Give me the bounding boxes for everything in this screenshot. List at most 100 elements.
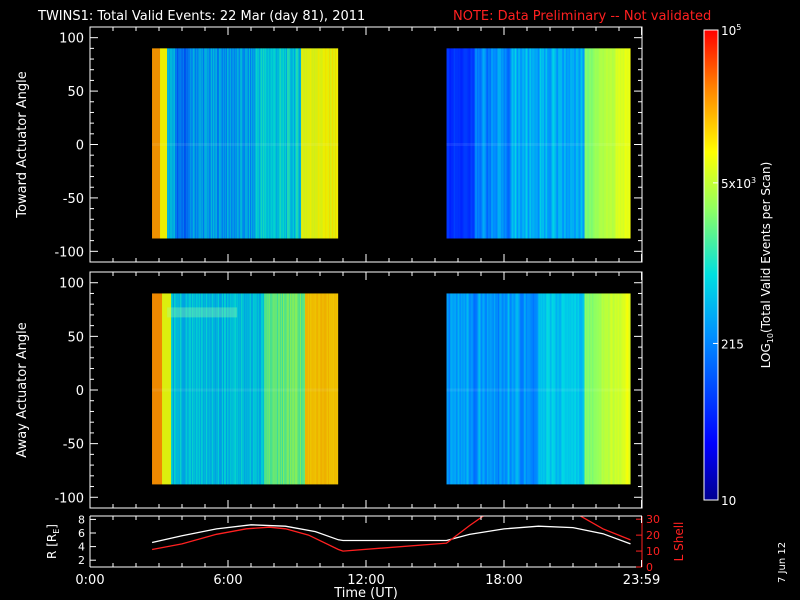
heatmap-column bbox=[487, 48, 489, 239]
heatmap-column bbox=[587, 48, 589, 239]
heatmap-column bbox=[263, 293, 265, 485]
heatmap-column bbox=[275, 48, 277, 239]
heatmap-column bbox=[205, 293, 207, 485]
heatmap-column bbox=[185, 293, 187, 485]
heatmap-column bbox=[181, 293, 183, 485]
heatmap-column bbox=[174, 293, 176, 485]
heatmap-column bbox=[337, 293, 339, 485]
zero-band bbox=[446, 143, 631, 146]
heatmap-column bbox=[336, 48, 338, 239]
heatmap-column bbox=[328, 48, 330, 239]
heatmap-column bbox=[573, 293, 575, 485]
heatmap-column bbox=[251, 293, 253, 485]
x-tick-label: 6:00 bbox=[213, 573, 242, 588]
toward-panel: 100 50 0 -50 -100 Toward Actuator Angle bbox=[15, 26, 643, 263]
heatmap-column bbox=[447, 293, 449, 485]
heatmap-column bbox=[195, 293, 197, 485]
heatmap-column bbox=[552, 48, 554, 239]
heatmap-column bbox=[176, 293, 178, 485]
heatmap-column bbox=[612, 293, 614, 485]
heatmap-column bbox=[457, 48, 459, 239]
heatmap-column bbox=[587, 293, 589, 485]
heatmap-column bbox=[544, 293, 546, 485]
heatmap-column bbox=[449, 293, 451, 485]
heatmap-column bbox=[574, 48, 576, 239]
heatmap-column bbox=[243, 293, 245, 485]
heatmap-column bbox=[207, 293, 209, 485]
heatmap-column bbox=[606, 48, 608, 239]
heatmap-column bbox=[201, 48, 203, 239]
heatmap-column bbox=[280, 48, 282, 239]
heatmap-column bbox=[536, 48, 538, 239]
heatmap-column bbox=[611, 293, 613, 485]
heatmap-column bbox=[281, 48, 283, 239]
heatmap-column bbox=[466, 48, 468, 239]
heatmap-column bbox=[262, 48, 264, 239]
heatmap-column bbox=[553, 293, 555, 485]
heatmap-column bbox=[505, 48, 507, 239]
heatmap-column bbox=[282, 293, 284, 485]
y2-axis-label: L Shell bbox=[672, 522, 686, 562]
heatmap-column bbox=[563, 48, 565, 239]
heatmap-column bbox=[534, 48, 536, 239]
heatmap-column bbox=[567, 48, 569, 239]
heatmap-column bbox=[298, 293, 300, 485]
heatmap-column bbox=[624, 293, 626, 485]
heatmap-column bbox=[264, 48, 266, 239]
heatmap-column bbox=[559, 48, 561, 239]
heatmap-column bbox=[244, 48, 246, 239]
heatmap-column bbox=[450, 293, 452, 485]
heatmap-column bbox=[257, 48, 259, 239]
heatmap-column bbox=[320, 48, 322, 239]
heatmap-column bbox=[531, 48, 533, 239]
heatmap-column bbox=[627, 48, 629, 239]
heatmap-column bbox=[488, 48, 490, 239]
heatmap-column bbox=[529, 293, 531, 485]
heatmap-column bbox=[188, 48, 190, 239]
heatmap-column bbox=[590, 48, 592, 239]
heatmap-column bbox=[261, 48, 263, 239]
heatmap-column bbox=[245, 48, 247, 239]
heatmap-column bbox=[282, 48, 284, 239]
heatmap-column bbox=[273, 293, 275, 485]
heatmap-column bbox=[331, 48, 333, 239]
heatmap-column bbox=[204, 48, 206, 239]
heatmap-column bbox=[568, 48, 570, 239]
heatmap-column bbox=[307, 293, 309, 485]
heatmap-column bbox=[212, 293, 214, 485]
heatmap-column bbox=[238, 48, 240, 239]
heatmap-column bbox=[186, 48, 188, 239]
heatmap-column bbox=[588, 293, 590, 485]
heatmap-column bbox=[160, 48, 162, 239]
heatmap-column bbox=[255, 293, 257, 485]
heatmap-column bbox=[214, 293, 216, 485]
heatmap-column bbox=[477, 48, 479, 239]
heatmap-column bbox=[332, 48, 334, 239]
heatmap-column bbox=[582, 48, 584, 239]
heatmap-segment bbox=[152, 48, 339, 239]
heatmap-column bbox=[212, 48, 214, 239]
heatmap-column bbox=[280, 293, 282, 485]
heatmap-column bbox=[189, 48, 191, 239]
heatmap-column bbox=[175, 48, 177, 239]
heatmap-column bbox=[309, 293, 311, 485]
heatmap-column bbox=[547, 293, 549, 485]
heatmap-column bbox=[469, 293, 471, 485]
heatmap-column bbox=[227, 48, 229, 239]
heatmap-column bbox=[170, 48, 172, 239]
heatmap-column bbox=[169, 48, 171, 239]
heatmap-column bbox=[287, 293, 289, 485]
colorbar-gradient bbox=[703, 29, 719, 501]
heatmap-column bbox=[259, 293, 261, 485]
heatmap-column bbox=[179, 48, 181, 239]
heatmap-column bbox=[183, 293, 185, 485]
heatmap-column bbox=[299, 293, 301, 485]
heatmap-column bbox=[324, 48, 326, 239]
heatmap-column bbox=[553, 48, 555, 239]
heatmap-column bbox=[271, 293, 273, 485]
colorbar: 10 215 5x103 105 LOG10(Total Valid Events pe… bbox=[703, 23, 775, 508]
heatmap-column bbox=[626, 48, 628, 239]
heatmap-column bbox=[156, 293, 158, 485]
heatmap-column bbox=[287, 48, 289, 239]
